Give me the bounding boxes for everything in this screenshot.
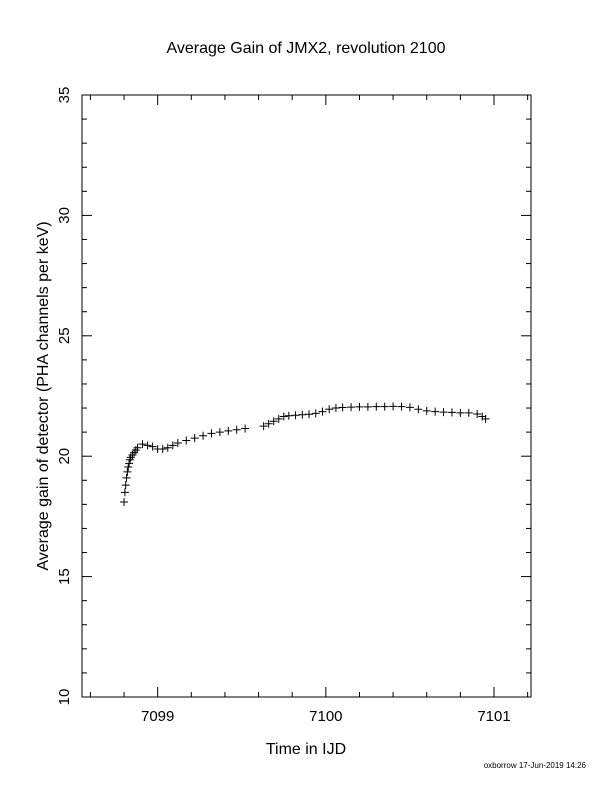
data-point [120, 497, 129, 506]
data-point [331, 404, 340, 413]
data-point [464, 408, 473, 417]
y-tick-label: 30 [56, 207, 73, 224]
data-point [182, 436, 191, 445]
data-point [199, 431, 208, 440]
data-point [318, 407, 327, 416]
data-point [405, 403, 414, 412]
y-tick-label: 35 [56, 87, 73, 104]
data-point [473, 410, 482, 419]
data-point [380, 402, 389, 411]
data-point [274, 414, 283, 423]
data-point [284, 411, 293, 420]
data-point [259, 422, 268, 431]
data-point [456, 408, 465, 417]
y-tick-label: 25 [56, 327, 73, 344]
data-point [232, 425, 241, 434]
data-point [431, 407, 440, 416]
data-point [122, 473, 131, 482]
data-point [123, 467, 132, 476]
y-tick-label: 15 [56, 568, 73, 585]
footer-credit: oxborrow 17-Jun-2019 14:26 [484, 761, 587, 770]
data-point [279, 412, 288, 421]
data-point [305, 410, 314, 419]
data-point [298, 410, 307, 419]
x-tick-label: 7099 [141, 708, 174, 725]
data-point [143, 441, 152, 450]
data-point [264, 419, 273, 428]
y-tick-label: 10 [56, 689, 73, 706]
data-point [338, 403, 347, 412]
data-point [291, 411, 300, 420]
data-point [389, 402, 398, 411]
x-tick-label: 7101 [477, 708, 510, 725]
data-point [447, 408, 456, 417]
data-point [173, 438, 182, 447]
data-point [439, 408, 448, 417]
data-point [422, 406, 431, 415]
x-tick-label: 7100 [309, 708, 342, 725]
data-point [363, 402, 372, 411]
chart-title: Average Gain of JMX2, revolution 2100 [167, 40, 446, 57]
x-axis-label: Time in IJD [266, 741, 346, 758]
data-point [372, 402, 381, 411]
data-point [190, 434, 199, 443]
data-point [414, 405, 423, 414]
data-point [121, 481, 130, 490]
data-point [168, 441, 177, 450]
axis-ticks [82, 94, 531, 698]
data-points [120, 402, 490, 506]
data-point [325, 405, 334, 414]
data-point [158, 444, 167, 453]
data-point [125, 459, 134, 468]
data-point [269, 417, 278, 426]
data-point [481, 414, 490, 423]
data-point [148, 442, 157, 451]
data-point [207, 429, 216, 438]
data-point [163, 443, 172, 452]
data-point [124, 463, 133, 472]
data-point [241, 424, 250, 433]
data-point [347, 403, 356, 412]
data-point [138, 440, 147, 449]
data-point [355, 402, 364, 411]
data-point [133, 443, 142, 452]
y-tick-label: 20 [56, 448, 73, 465]
data-point [215, 428, 224, 437]
axis-tick-labels: 7099 7100 7101 10 15 20 25 30 35 [56, 87, 511, 725]
data-point [311, 409, 320, 418]
data-point [397, 402, 406, 411]
data-point [120, 488, 129, 497]
data-point [224, 426, 233, 435]
plot-frame [81, 94, 532, 698]
y-axis-label: Average gain of detector (PHA channels p… [35, 221, 52, 570]
